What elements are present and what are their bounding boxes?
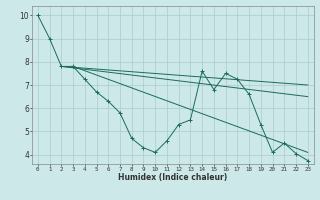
X-axis label: Humidex (Indice chaleur): Humidex (Indice chaleur) — [118, 173, 228, 182]
